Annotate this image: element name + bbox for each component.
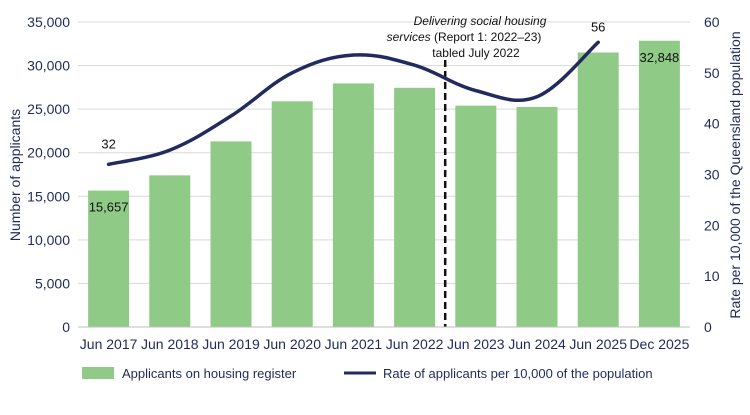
annotation-line1: Delivering social housing [414, 14, 547, 28]
y-axis-title: Number of applicants [7, 109, 23, 241]
y2-tick-label: 50 [704, 65, 720, 81]
bar [639, 41, 680, 327]
x-tick-label: Jun 2018 [141, 336, 199, 352]
y-tick-label: 35,000 [27, 14, 70, 30]
y-tick-label: 30,000 [27, 58, 70, 74]
y-tick-label: 15,000 [27, 188, 70, 204]
y-tick-label: 5,000 [35, 275, 70, 291]
svg-text:Delivering social housing: Delivering social housing [414, 14, 547, 28]
annotation-line2-italic: services [387, 30, 431, 44]
bar [455, 106, 496, 327]
x-tick-label: Jun 2019 [202, 336, 260, 352]
bar [394, 88, 435, 327]
y2-tick-label: 0 [704, 319, 712, 335]
y2-tick-label: 10 [704, 268, 720, 284]
y2-tick-label: 20 [704, 217, 720, 233]
bar [517, 107, 558, 327]
bar [578, 53, 619, 328]
y2-axis-title: Rate per 10,000 of the Queensland popula… [727, 31, 743, 318]
annotation-line2-rest: (Report 1: 2022–23) [431, 30, 542, 44]
svg-text:services (Report 1: 2022–23): services (Report 1: 2022–23) [387, 30, 542, 44]
data-label-last-bar: 32,848 [640, 50, 680, 65]
x-tick-label: Jun 2020 [263, 336, 321, 352]
annotation-line3: tabled July 2022 [432, 46, 520, 60]
y2-tick-label: 40 [704, 116, 720, 132]
y2-tick-label: 60 [704, 14, 720, 30]
data-label-first-bar: 15,657 [89, 200, 129, 215]
bar [149, 175, 190, 327]
svg-text:tabled July 2022: tabled July 2022 [432, 46, 520, 60]
bar [333, 83, 374, 327]
x-tick-label: Jun 2025 [569, 336, 627, 352]
legend-line-label: Rate of applicants per 10,000 of the pop… [383, 366, 653, 381]
legend-bar-label: Applicants on housing register [122, 366, 297, 381]
x-tick-label: Jun 2023 [447, 336, 505, 352]
bar [211, 141, 252, 327]
x-tick-label: Jun 2021 [325, 336, 383, 352]
bars [88, 41, 680, 327]
x-tick-label: Jun 2022 [386, 336, 444, 352]
y-tick-label: 20,000 [27, 145, 70, 161]
legend-bar-swatch [82, 367, 114, 379]
y2-tick-label: 30 [704, 167, 720, 183]
annotation: Delivering social housing services (Repo… [387, 14, 547, 60]
data-label-last-rate: 56 [591, 19, 605, 34]
y-tick-label: 25,000 [27, 101, 70, 117]
x-tick-label: Dec 2025 [629, 336, 689, 352]
x-tick-label: Jun 2024 [508, 336, 566, 352]
legend: Applicants on housing register Rate of a… [82, 366, 653, 381]
y-tick-label: 0 [62, 319, 70, 335]
bar [272, 101, 313, 327]
data-label-first-rate: 32 [101, 136, 115, 151]
y-tick-label: 10,000 [27, 232, 70, 248]
x-tick-label: Jun 2017 [80, 336, 138, 352]
